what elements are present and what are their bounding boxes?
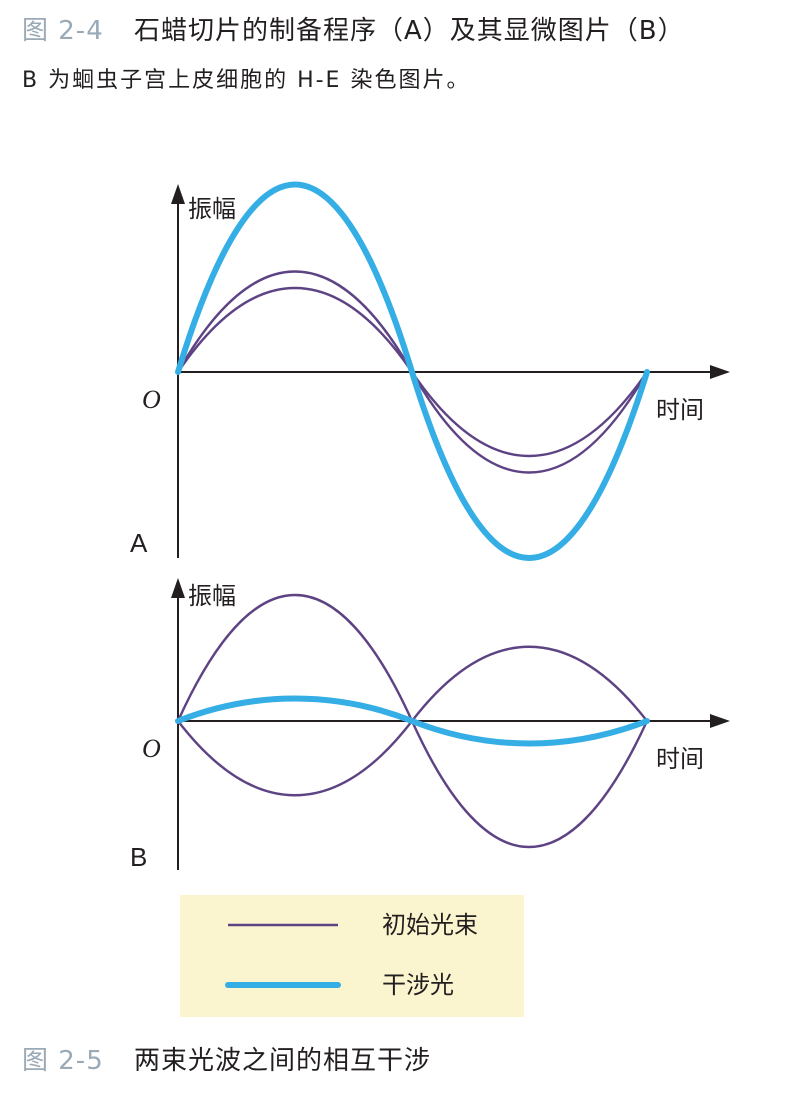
legend-interfered-label: 干涉光 [382,971,454,999]
figure-title: 石蜡切片的制备程序（A）及其显微图片（B） [134,16,685,46]
figure-number: 图 2-4 [22,16,104,46]
figure-number-bottom: 图 2-5 [22,1046,104,1076]
caption-top: 图 2-4 石蜡切片的制备程序（A）及其显微图片（B） [22,10,685,47]
caption-note: B 为蛔虫子宫上皮细胞的 H-E 染色图片。 [22,68,471,93]
panel-a: 振幅 时间 O A [130,181,730,561]
legend: 初始光束 干涉光 [180,895,524,1017]
panel-b-interference-wave [175,695,650,747]
panel-a-y-label: 振幅 [188,195,236,223]
panel-a-label: A [130,528,148,558]
figure-title-bottom: 两束光波之间的相互干涉 [134,1046,432,1076]
panel-b-y-label: 振幅 [188,582,236,610]
panel-b-x-arrow [710,714,730,728]
panel-b-label: B [130,842,147,872]
panel-b: 振幅 时间 O B [130,578,730,872]
legend-initial-label: 初始光束 [382,911,478,939]
panel-a-x-label: 时间 [656,396,704,424]
panel-b-y-arrow [171,578,185,598]
panel-b-origin: O [142,734,161,763]
panel-a-y-arrow [171,184,185,204]
legend-background [180,895,524,1017]
panel-a-origin: O [142,385,161,414]
panel-b-x-label: 时间 [656,745,704,773]
panel-a-x-arrow [710,365,730,379]
panel-a-interference-wave [175,181,650,561]
caption-bottom: 图 2-5 两束光波之间的相互干涉 [22,1040,431,1077]
